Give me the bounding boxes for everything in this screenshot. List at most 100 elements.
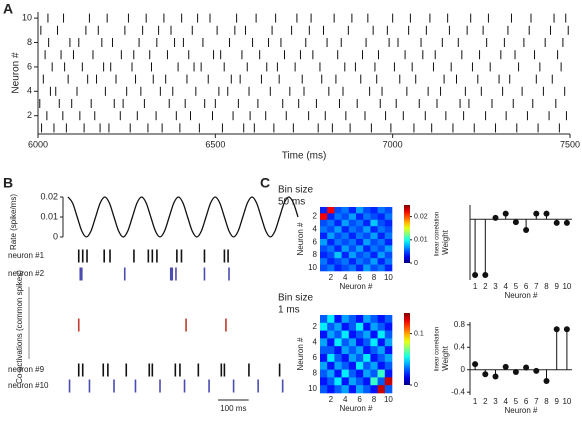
heatmap-cell (356, 245, 364, 253)
heatmap-cell (327, 245, 335, 253)
heatmap-cell (320, 219, 328, 227)
heatmap-cell (356, 232, 364, 240)
heatmap-cell (348, 315, 357, 324)
heatmap-cell (320, 369, 328, 378)
x-tick-label: 9 (554, 282, 559, 291)
stem-marker (563, 326, 570, 333)
heatmap-cell (370, 322, 378, 331)
colorbar-tick-label: 0.01 (414, 237, 428, 244)
heatmap-cell (377, 385, 386, 394)
heatmap-cell (377, 346, 386, 355)
heatmap-cell (348, 264, 357, 272)
heatmap-cell (334, 226, 342, 233)
heatmap-cell (370, 239, 378, 246)
heatmap-cell (384, 219, 393, 227)
heatmap-cell (356, 226, 364, 233)
heatmap-cell (356, 338, 364, 347)
heatmap-cell (327, 346, 335, 355)
heatmap-cell (377, 245, 386, 253)
heatmap-cell (341, 338, 350, 347)
heatmap-cell (377, 251, 386, 259)
heatmap-cell (334, 354, 342, 363)
row-label: neuron #10 (8, 381, 49, 390)
y-axis-label: Neuron # (296, 337, 305, 370)
heatmap-cell (363, 338, 371, 347)
heatmap-cell (384, 369, 393, 378)
heatmap-cell (363, 330, 371, 339)
stem-marker (543, 210, 550, 217)
heatmap-cell (327, 258, 335, 265)
heatmap-cell (348, 354, 357, 363)
heatmap-cell (370, 315, 378, 324)
heatmap-cell (341, 245, 350, 253)
x-tick-label: 6000 (28, 139, 48, 149)
heatmap-cell (377, 239, 386, 246)
heatmap-cell (320, 346, 328, 355)
heatmap-cell (334, 258, 342, 265)
stem-marker (563, 219, 570, 226)
heatmap-cell (320, 377, 328, 386)
heatmap-cell (356, 219, 364, 227)
x-tick-label: 1 (473, 397, 478, 406)
heatmap-cell (334, 338, 342, 347)
heatmap-cell (320, 361, 328, 370)
heatmap-cell (348, 361, 357, 370)
heatmap-cell (327, 264, 335, 272)
heatmap-cell (370, 330, 378, 339)
stem-marker (553, 219, 560, 226)
x-axis-label: Neuron # (340, 404, 373, 413)
heatmap-cell (320, 232, 328, 240)
heatmap-cell (363, 245, 371, 253)
stem-marker (523, 364, 530, 371)
heatmap-cell (320, 239, 328, 246)
x-tick-label: 3 (493, 282, 498, 291)
heatmap-cell (334, 207, 342, 214)
heatmap-cell (327, 385, 335, 394)
y-tick-label: 2 (27, 110, 32, 120)
row-label: neuron #1 (8, 251, 45, 260)
stem-marker (533, 210, 540, 217)
heatmap-cell (363, 207, 371, 214)
heatmap-cell (370, 213, 378, 221)
heatmap-subtitle: 1 ms (278, 305, 300, 316)
x-tick-label: 10 (562, 282, 571, 291)
y-axis-label: Weight (441, 345, 450, 371)
heatmap-cell (384, 264, 393, 272)
heatmap-cell (363, 264, 371, 272)
x-tick-label: 6500 (205, 139, 225, 149)
x-tick-label: 4 (503, 282, 508, 291)
heatmap-cell (341, 264, 350, 272)
heatmap-cell (363, 232, 371, 240)
y-tick-label: 2 (313, 322, 318, 331)
y-tick-label: 10 (308, 263, 317, 272)
heatmap-cell (327, 354, 335, 363)
stem-marker (512, 219, 519, 226)
heatmap-cell (384, 226, 393, 233)
x-tick-label: 6 (357, 273, 362, 282)
heatmap-cell (356, 264, 364, 272)
heatmap-cell (370, 258, 378, 265)
heatmap-cell (377, 322, 386, 331)
y-tick-label: 8 (313, 369, 318, 378)
stem-marker (533, 367, 540, 374)
y-tick-label: -0.4 (451, 387, 465, 396)
heatmap-cell (356, 361, 364, 370)
scale-bar-label: 100 ms (220, 404, 246, 413)
stem-marker (512, 368, 519, 375)
heatmap-cell (320, 330, 328, 339)
y-tick-label: 0.8 (454, 320, 466, 329)
heatmap-cell (356, 346, 364, 355)
heatmap-cell (341, 330, 350, 339)
heatmap-cell (363, 315, 371, 324)
row-label: Co-activations (common spikes) (15, 270, 24, 384)
heatmap-cell (320, 322, 328, 331)
heatmap-cell (370, 354, 378, 363)
x-tick-label: 8 (372, 273, 377, 282)
heatmap-cell (327, 213, 335, 221)
heatmap-cell (363, 226, 371, 233)
heatmap-cell (356, 385, 364, 394)
y-tick-label: 6 (313, 237, 318, 246)
heatmap-cell (370, 369, 378, 378)
heatmap-cell (363, 251, 371, 259)
heatmap-cell (341, 232, 350, 240)
